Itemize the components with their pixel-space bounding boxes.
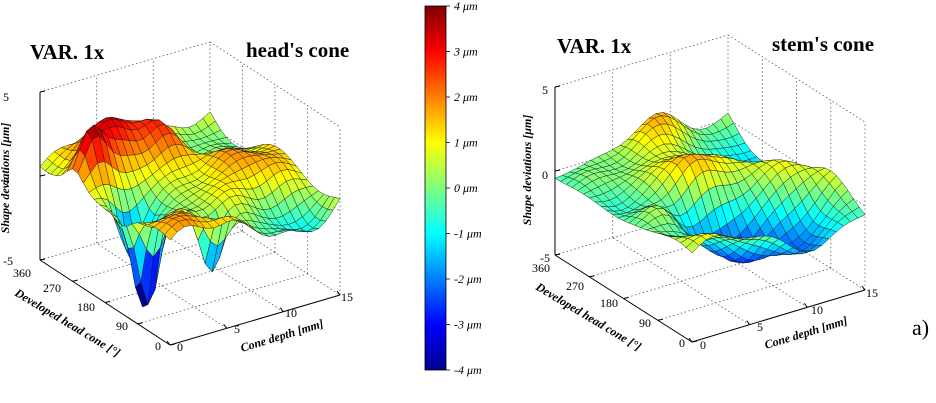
axes-grid-line (727, 34, 866, 123)
colorbar-tick-label: -2 μm (454, 272, 482, 286)
left-y-axis-label: Developed head cone [°] (12, 285, 123, 360)
axes-grid-line (209, 41, 341, 128)
left-y-tick-0: 0 (155, 339, 161, 353)
y-tick-mark (657, 318, 663, 321)
axes-grid-line (153, 226, 284, 313)
axes-grid-line (209, 209, 341, 296)
panel-label: a) (912, 315, 929, 340)
right-y-tick-270: 270 (566, 279, 584, 293)
y-tick-mark (137, 322, 143, 325)
left-x-tick-5: 5 (234, 322, 240, 336)
colorbar-tick-label: -4 μm (454, 363, 482, 377)
right-x-tick-0: 0 (700, 338, 706, 352)
colorbar: 4 μm 3 μm 2 μm 1 μm 0 μm -1 μm -2 μm -3 μm -4 μm (424, 0, 482, 377)
left-axes-lines (39, 90, 341, 346)
left-x-axis-label: Cone depth [mm] (239, 316, 325, 355)
right-y-tick-90: 90 (639, 316, 651, 330)
left-y-tick-360: 360 (13, 266, 31, 280)
y-tick-mark (104, 301, 111, 303)
axes-grid-line (104, 252, 276, 303)
surface-plot-stems-cone: VAR. 1x stem's cone 5 0 -5 Shape deviati… (520, 32, 878, 354)
y-tick-mark (623, 297, 629, 299)
right-y-axis-label: Developed head cone [°] (533, 279, 644, 354)
right-x-tick-5: 5 (757, 320, 763, 334)
axes-grid-line (39, 41, 211, 93)
surface-plot-heads-cone: VAR. 1x head's cone 5 0 -5 Shape deviati… (0, 38, 353, 360)
x-tick-mark (279, 307, 284, 313)
colorbar-tick-label: 1 μm (454, 136, 478, 150)
axes-grid-line (657, 267, 831, 321)
right-z-tick-5: 5 (542, 83, 548, 97)
left-x-tick-15: 15 (341, 290, 353, 304)
z-tick-mark (554, 169, 561, 172)
x-axis-line (169, 294, 341, 346)
left-y-tick-270: 270 (43, 281, 61, 295)
x-tick-mark (746, 320, 751, 326)
right-x-tick-15: 15 (866, 286, 878, 300)
colorbar-tick-label: 0 μm (454, 181, 478, 195)
z-tick-mark (554, 85, 561, 88)
left-z-axis-label: Shape deviations [μm] (0, 123, 12, 234)
surface-cell (164, 226, 178, 241)
left-title-variant: VAR. 1x (30, 40, 105, 64)
colorbar-ticks: 4 μm 3 μm 2 μm 1 μm 0 μm -1 μm -2 μm -3 μm -4 μm (446, 0, 482, 377)
left-z-tick-5: 5 (3, 90, 9, 104)
right-x-tick-10: 10 (811, 303, 823, 317)
right-title-variant: VAR. 1x (557, 34, 632, 58)
colorbar-tick-label: 4 μm (454, 0, 478, 13)
right-title-cone: stem's cone (772, 32, 874, 56)
left-title-cone: head's cone (246, 38, 349, 62)
left-x-tick-0: 0 (177, 340, 183, 354)
right-y-tick-0: 0 (679, 336, 685, 350)
y-tick-mark (691, 340, 698, 343)
x-tick-mark (223, 323, 228, 329)
y-tick-mark (589, 275, 595, 278)
z-tick-mark (39, 90, 46, 93)
y-tick-mark (554, 253, 561, 256)
colorbar-tick-label: -3 μm (454, 318, 482, 332)
axes-grid-line (137, 273, 308, 325)
left-y-tick-180: 180 (77, 300, 95, 314)
colorbar-tick-label: 2 μm (454, 90, 478, 104)
surface-cell (685, 240, 700, 254)
left-z-tick-0: 0 (3, 174, 9, 188)
x-tick-mark (688, 337, 693, 343)
y-tick-mark (72, 279, 78, 282)
x-axis-line (691, 289, 866, 343)
right-x-axis-label: Cone depth [mm] (763, 313, 849, 352)
left-y-tick-90: 90 (116, 319, 128, 333)
y-tick-mark (169, 343, 176, 346)
left-x-tick-10: 10 (285, 306, 297, 320)
x-tick-mark (803, 302, 808, 308)
left-surface-mesh (39, 111, 341, 308)
colorbar-bar (424, 5, 447, 371)
left-z-tick-m5: -5 (3, 254, 13, 268)
x-tick-mark (336, 290, 341, 296)
right-surface-mesh (554, 112, 866, 264)
colorbar-tick-label: 3 μm (453, 45, 478, 59)
colorbar-tick-label: -1 μm (454, 227, 482, 241)
x-tick-mark (166, 340, 171, 346)
right-z-tick-0: 0 (542, 168, 548, 182)
x-tick-mark (861, 285, 866, 291)
y-tick-mark (39, 258, 46, 261)
axes-grid-line (96, 242, 227, 329)
right-z-axis-label: Shape deviations [μm] (520, 115, 534, 226)
right-y-tick-360: 360 (532, 261, 550, 275)
right-axes-lines (554, 85, 866, 343)
right-z-tick-m5: -5 (540, 251, 550, 265)
right-y-tick-180: 180 (600, 296, 618, 310)
z-tick-mark (39, 174, 46, 177)
